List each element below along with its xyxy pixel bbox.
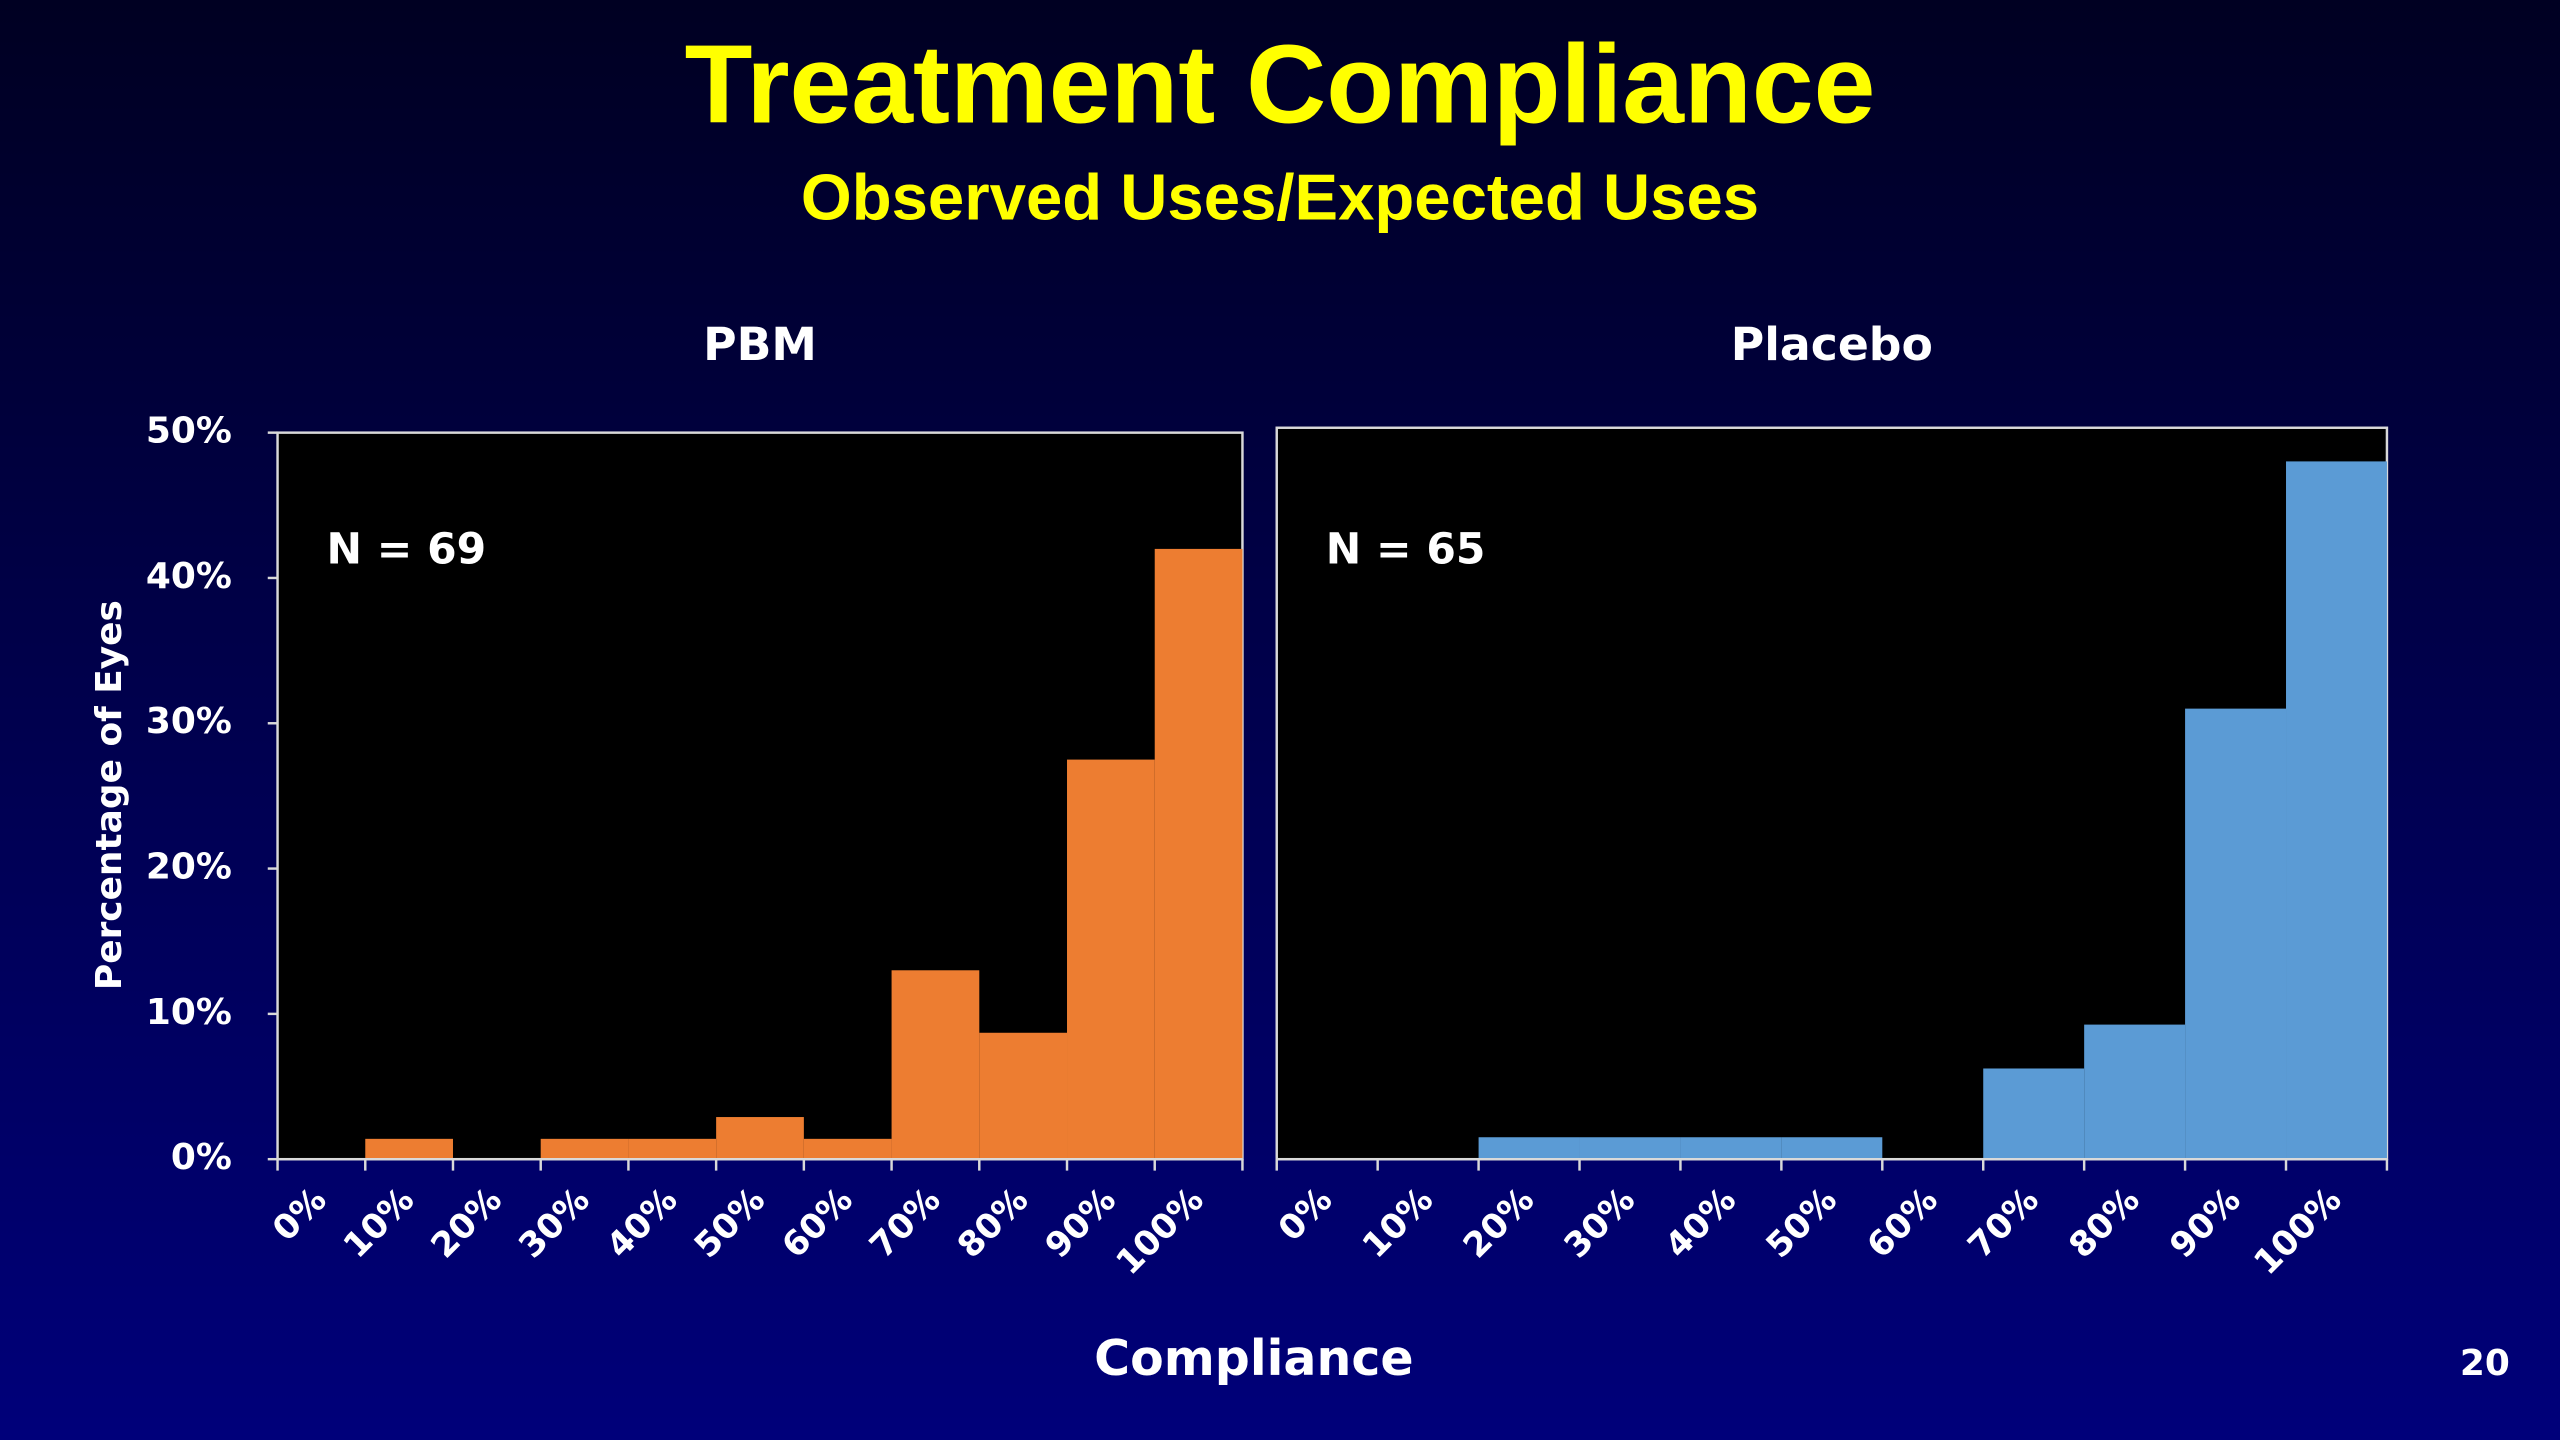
x-tick-label: 30% <box>511 1180 597 1266</box>
x-tick-label: 10% <box>1355 1180 1441 1266</box>
y-tick-label: 50% <box>146 411 232 452</box>
x-tick-label: 70% <box>862 1180 948 1266</box>
bar <box>628 1138 717 1160</box>
bar <box>540 1138 629 1160</box>
x-tick-label: 60% <box>1860 1180 1946 1266</box>
bar <box>365 1138 453 1160</box>
y-tick-label: 20% <box>146 847 232 888</box>
x-tick-label: 20% <box>424 1180 510 1266</box>
page-number: 20 <box>2460 1343 2510 1384</box>
x-tick-label: 80% <box>950 1180 1036 1266</box>
y-tick-label: 30% <box>146 701 232 742</box>
x-tick-label: 100% <box>1109 1180 1212 1283</box>
x-axis-label: Compliance <box>1094 1330 1413 1387</box>
y-axis-label: Percentage of Eyes <box>89 600 130 990</box>
bar <box>2185 708 2287 1160</box>
x-tick-label: 90% <box>2162 1180 2248 1266</box>
y-tick-label: 10% <box>146 992 232 1033</box>
bar <box>2286 461 2387 1160</box>
x-tick-label: 50% <box>1759 1180 1845 1266</box>
bar <box>1579 1137 1681 1160</box>
x-tick-label: 50% <box>687 1180 773 1266</box>
bar <box>1781 1137 1883 1160</box>
chart-title: PBM <box>703 318 817 371</box>
bar <box>2084 1024 2186 1160</box>
x-tick-label: 40% <box>599 1180 685 1266</box>
x-tick-label: 100% <box>2246 1180 2349 1283</box>
bar <box>891 970 980 1160</box>
bar <box>1983 1068 2085 1160</box>
bar <box>716 1117 804 1160</box>
y-tick-label: 0% <box>171 1137 232 1178</box>
x-tick-label: 0% <box>265 1180 334 1249</box>
bar <box>1680 1137 1782 1160</box>
chart-title: Placebo <box>1731 318 1933 371</box>
bar <box>803 1138 892 1160</box>
x-tick-label: 30% <box>1557 1180 1643 1266</box>
annotation: N = 65 <box>1326 525 1486 574</box>
slide-subtitle: Observed Uses/Expected Uses <box>801 161 1759 234</box>
slide-title: Treatment Compliance <box>685 21 1876 146</box>
bar <box>1067 759 1155 1160</box>
x-tick-label: 80% <box>2061 1180 2147 1266</box>
y-tick-label: 40% <box>146 556 232 597</box>
annotation: N = 69 <box>327 525 487 574</box>
bar <box>1154 548 1243 1160</box>
x-tick-label: 0% <box>1271 1180 1340 1249</box>
x-tick-label: 20% <box>1456 1180 1542 1266</box>
x-tick-label: 60% <box>775 1180 861 1266</box>
bar <box>1478 1137 1580 1160</box>
x-tick-label: 10% <box>336 1180 422 1266</box>
x-tick-label: 40% <box>1658 1180 1744 1266</box>
x-tick-label: 70% <box>1960 1180 2046 1266</box>
bar <box>979 1032 1068 1160</box>
